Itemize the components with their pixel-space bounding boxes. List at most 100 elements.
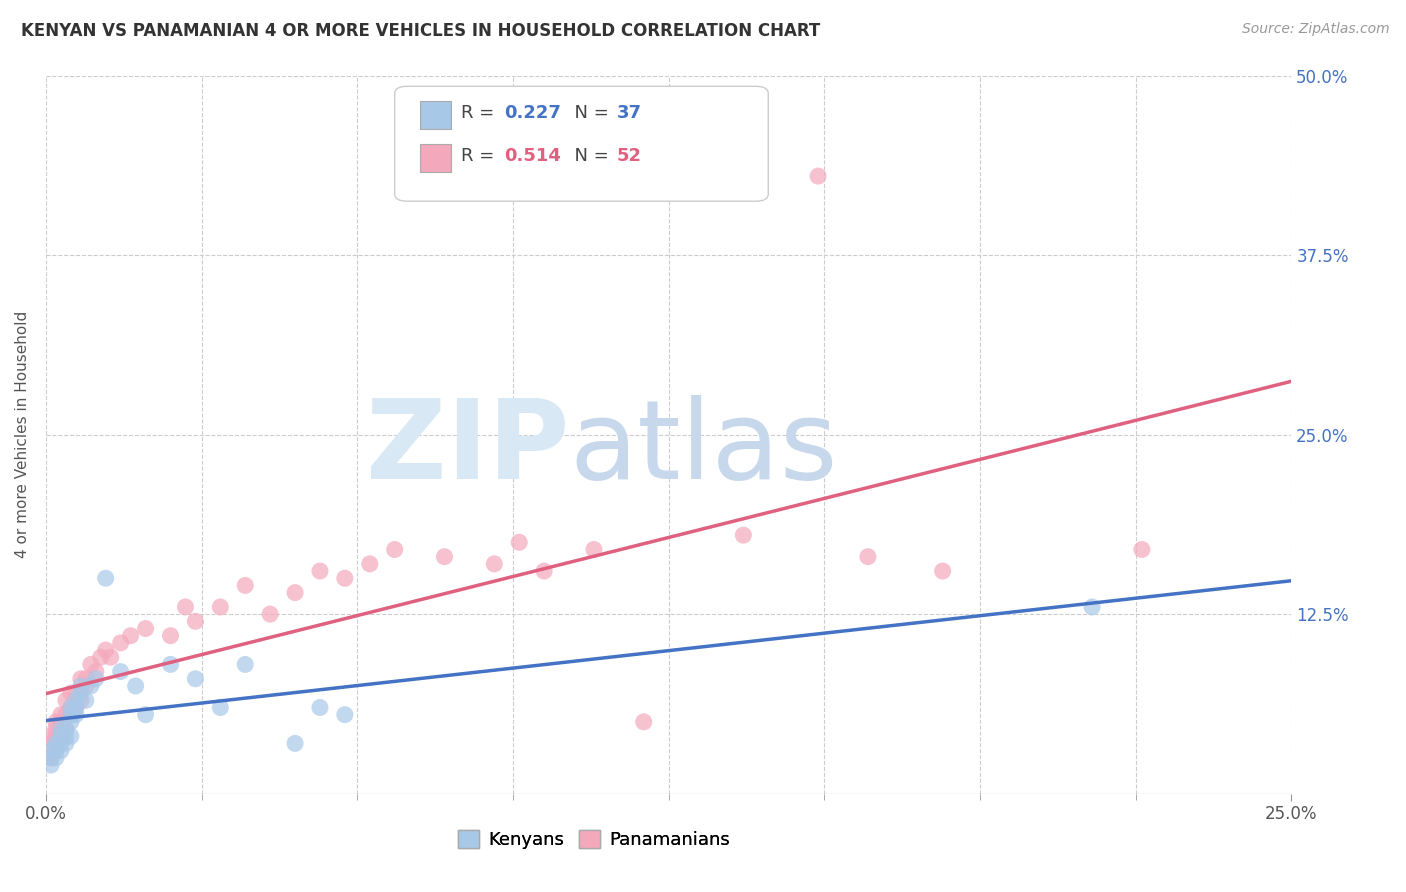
- Point: [55, 729, 77, 743]
- Point: [45, 743, 67, 757]
- Point: [733, 528, 755, 542]
- Point: [80, 657, 103, 672]
- Point: [65, 693, 87, 707]
- Point: [384, 542, 406, 557]
- Point: [90, 650, 112, 665]
- Point: [582, 542, 605, 557]
- Text: atlas: atlas: [569, 395, 838, 502]
- Text: 0.514: 0.514: [505, 147, 561, 165]
- Text: ZIP: ZIP: [366, 395, 569, 502]
- Point: [59, 700, 82, 714]
- Point: [94, 571, 117, 585]
- Point: [75, 679, 97, 693]
- Point: [69, 679, 91, 693]
- Point: [233, 657, 256, 672]
- Point: [110, 665, 132, 679]
- Point: [174, 599, 197, 614]
- Point: [110, 636, 132, 650]
- Legend: Kenyans, Panamanians: Kenyans, Panamanians: [450, 822, 737, 856]
- Point: [100, 650, 122, 665]
- Point: [94, 643, 117, 657]
- Point: [49, 743, 72, 757]
- Point: [45, 736, 67, 750]
- Text: N =: N =: [562, 147, 614, 165]
- Point: [49, 729, 72, 743]
- Point: [508, 535, 530, 549]
- Point: [59, 686, 82, 700]
- Point: [65, 700, 87, 714]
- Point: [45, 714, 67, 729]
- Point: [69, 686, 91, 700]
- Point: [284, 585, 307, 599]
- Point: [159, 629, 181, 643]
- Bar: [419, 144, 451, 172]
- Point: [84, 672, 107, 686]
- Point: [533, 564, 555, 578]
- Point: [55, 693, 77, 707]
- FancyBboxPatch shape: [395, 87, 768, 202]
- Point: [484, 557, 506, 571]
- Text: N =: N =: [562, 103, 614, 122]
- Point: [124, 679, 146, 693]
- Point: [39, 751, 62, 765]
- Point: [39, 729, 62, 743]
- Point: [184, 672, 207, 686]
- Point: [49, 736, 72, 750]
- Point: [39, 751, 62, 765]
- Point: [45, 729, 67, 743]
- Text: 37: 37: [616, 103, 641, 122]
- Point: [159, 657, 181, 672]
- Point: [284, 736, 307, 750]
- Point: [55, 722, 77, 736]
- Point: [333, 571, 356, 585]
- Point: [45, 722, 67, 736]
- Point: [120, 629, 142, 643]
- Point: [84, 665, 107, 679]
- Point: [59, 700, 82, 714]
- Point: [55, 736, 77, 750]
- Point: [931, 564, 953, 578]
- Point: [807, 169, 830, 183]
- Point: [55, 722, 77, 736]
- Point: [59, 707, 82, 722]
- Y-axis label: 4 or more Vehicles in Household: 4 or more Vehicles in Household: [15, 311, 30, 558]
- Point: [39, 758, 62, 772]
- Point: [69, 672, 91, 686]
- Point: [309, 700, 332, 714]
- Point: [359, 557, 381, 571]
- Text: 0.227: 0.227: [505, 103, 561, 122]
- Point: [39, 743, 62, 757]
- Point: [59, 714, 82, 729]
- Point: [309, 564, 332, 578]
- Point: [184, 615, 207, 629]
- Point: [135, 622, 157, 636]
- Point: [45, 751, 67, 765]
- Point: [75, 693, 97, 707]
- Point: [69, 693, 91, 707]
- Point: [135, 707, 157, 722]
- Point: [59, 707, 82, 722]
- Point: [856, 549, 879, 564]
- Point: [209, 599, 232, 614]
- Point: [1081, 599, 1104, 614]
- Point: [49, 729, 72, 743]
- Point: [209, 700, 232, 714]
- Point: [80, 679, 103, 693]
- Point: [45, 743, 67, 757]
- Point: [55, 707, 77, 722]
- Point: [65, 700, 87, 714]
- Point: [49, 722, 72, 736]
- Point: [233, 578, 256, 592]
- Text: 52: 52: [616, 147, 641, 165]
- Point: [633, 714, 655, 729]
- Text: R =: R =: [461, 147, 499, 165]
- Text: KENYAN VS PANAMANIAN 4 OR MORE VEHICLES IN HOUSEHOLD CORRELATION CHART: KENYAN VS PANAMANIAN 4 OR MORE VEHICLES …: [21, 22, 820, 40]
- Point: [1130, 542, 1153, 557]
- Point: [259, 607, 281, 621]
- Point: [59, 729, 82, 743]
- Text: Source: ZipAtlas.com: Source: ZipAtlas.com: [1241, 22, 1389, 37]
- Bar: [419, 101, 451, 129]
- Point: [65, 707, 87, 722]
- Point: [75, 672, 97, 686]
- Point: [49, 707, 72, 722]
